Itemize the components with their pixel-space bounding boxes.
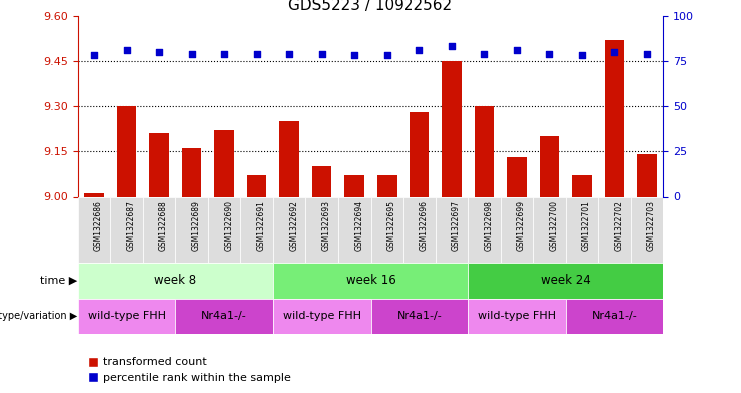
Text: week 16: week 16	[345, 274, 396, 288]
Bar	[273, 263, 468, 299]
Bar	[468, 263, 663, 299]
Bar	[182, 148, 202, 196]
Bar	[110, 196, 143, 263]
Text: week 24: week 24	[541, 274, 591, 288]
Point	[641, 51, 653, 57]
Text: GSM1322703: GSM1322703	[647, 200, 656, 251]
Point	[608, 49, 620, 55]
Bar	[345, 175, 364, 196]
Bar	[436, 196, 468, 263]
Bar	[605, 40, 624, 197]
Bar	[565, 196, 598, 263]
Point	[218, 51, 230, 57]
Bar	[631, 196, 663, 263]
Bar	[78, 196, 110, 263]
Text: GSM1322697: GSM1322697	[452, 200, 461, 251]
Bar	[273, 299, 370, 334]
Bar	[468, 299, 565, 334]
Bar	[338, 196, 370, 263]
Bar	[312, 166, 331, 196]
Point	[413, 47, 425, 53]
Point	[283, 51, 295, 57]
Text: GSM1322686: GSM1322686	[94, 200, 103, 251]
Bar	[468, 196, 501, 263]
Text: wild-type FHH: wild-type FHH	[478, 311, 556, 321]
Bar	[78, 263, 273, 299]
Bar	[474, 106, 494, 196]
Bar	[533, 196, 565, 263]
Point	[153, 49, 165, 55]
Bar	[117, 106, 136, 196]
Bar	[370, 299, 468, 334]
Point	[316, 51, 328, 57]
Bar	[598, 196, 631, 263]
Bar	[78, 299, 176, 334]
Text: GSM1322699: GSM1322699	[517, 200, 526, 251]
Bar	[539, 136, 559, 196]
Text: GSM1322700: GSM1322700	[549, 200, 559, 251]
Text: week 8: week 8	[154, 274, 196, 288]
Text: GSM1322691: GSM1322691	[256, 200, 266, 251]
Bar	[247, 175, 267, 196]
Text: GSM1322693: GSM1322693	[322, 200, 330, 251]
Text: Nr4a1-/-: Nr4a1-/-	[396, 311, 442, 321]
Point	[186, 51, 198, 57]
Point	[446, 43, 458, 50]
Bar	[377, 175, 396, 196]
Text: GSM1322701: GSM1322701	[582, 200, 591, 251]
Bar	[214, 130, 234, 196]
Point	[479, 51, 491, 57]
Text: GSM1322694: GSM1322694	[354, 200, 363, 251]
Bar	[273, 196, 305, 263]
Bar	[240, 196, 273, 263]
Bar	[637, 154, 657, 196]
Point	[250, 51, 262, 57]
Bar	[507, 157, 527, 196]
Text: GSM1322692: GSM1322692	[289, 200, 298, 251]
Point	[576, 52, 588, 59]
Text: wild-type FHH: wild-type FHH	[87, 311, 165, 321]
Bar	[572, 175, 591, 196]
Point	[121, 47, 133, 53]
Bar	[370, 196, 403, 263]
Text: Nr4a1-/-: Nr4a1-/-	[202, 311, 247, 321]
Text: GSM1322690: GSM1322690	[224, 200, 233, 251]
Bar	[442, 61, 462, 196]
Text: time ▶: time ▶	[40, 276, 77, 286]
Bar	[150, 133, 169, 196]
Bar	[208, 196, 240, 263]
Text: Nr4a1-/-: Nr4a1-/-	[591, 311, 637, 321]
Text: GSM1322696: GSM1322696	[419, 200, 428, 251]
Title: GDS5223 / 10922562: GDS5223 / 10922562	[288, 0, 453, 13]
Bar	[176, 299, 273, 334]
Point	[511, 47, 523, 53]
Text: genotype/variation ▶: genotype/variation ▶	[0, 311, 77, 321]
Text: GSM1322687: GSM1322687	[127, 200, 136, 251]
Bar	[410, 112, 429, 196]
Legend: transformed count, percentile rank within the sample: transformed count, percentile rank withi…	[83, 353, 296, 387]
Point	[543, 51, 555, 57]
Bar	[176, 196, 208, 263]
Point	[381, 52, 393, 59]
Point	[348, 52, 360, 59]
Text: GSM1322688: GSM1322688	[159, 200, 168, 251]
Bar	[501, 196, 533, 263]
Bar	[403, 196, 436, 263]
Text: GSM1322702: GSM1322702	[614, 200, 623, 251]
Text: GSM1322698: GSM1322698	[485, 200, 494, 251]
Bar	[143, 196, 176, 263]
Bar	[279, 121, 299, 196]
Bar	[565, 299, 663, 334]
Point	[88, 52, 100, 59]
Bar	[305, 196, 338, 263]
Text: GSM1322695: GSM1322695	[387, 200, 396, 251]
Text: wild-type FHH: wild-type FHH	[283, 311, 361, 321]
Bar	[84, 193, 104, 196]
Text: GSM1322689: GSM1322689	[192, 200, 201, 251]
